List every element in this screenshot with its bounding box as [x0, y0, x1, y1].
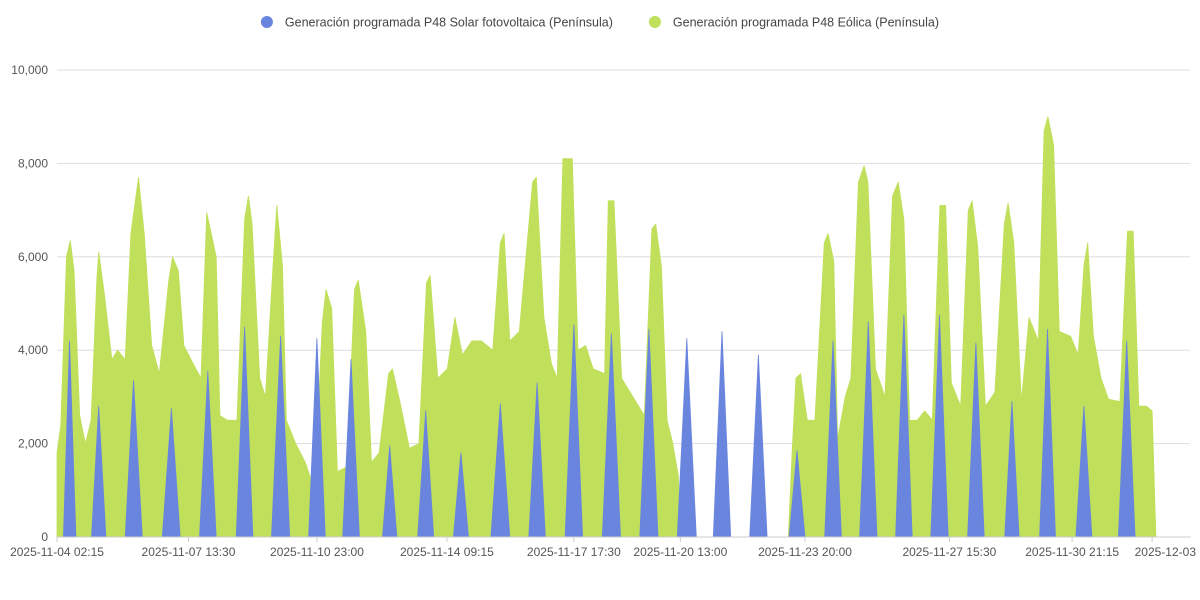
x-tick-label-0: 2025-11-04 02:15: [10, 545, 104, 559]
x-tick-label-5: 2025-11-20 13:00: [633, 545, 727, 559]
series-area-wind[interactable]: [56, 116, 1191, 538]
x-tick-label-8: 2025-11-30 21:15: [1025, 545, 1119, 559]
axes: 0 2,000 4,000 6,000 8,000 10,000 2025-11-04 02…: [10, 63, 1196, 559]
legend-marker-solar: [260, 16, 273, 28]
y-tick-label-3: 6,000: [18, 250, 48, 264]
legend-item-solar[interactable]: Generación programada P48 Solar fotovolt…: [260, 16, 613, 30]
x-tick-label-2: 2025-11-10 23:00: [270, 545, 364, 559]
legend-label-solar: Generación programada P48 Solar fotovolt…: [285, 16, 613, 30]
series-areas: [56, 116, 1191, 538]
x-tick-label-9: 2025-12-03: [1135, 545, 1197, 559]
x-tick-label-6: 2025-11-23 20:00: [758, 545, 852, 559]
y-tick-label-2: 4,000: [18, 343, 48, 357]
y-tick-label-4: 8,000: [18, 156, 48, 170]
y-tick-label-0: 0: [41, 530, 48, 544]
legend-marker-wind: [648, 16, 661, 28]
y-tick-label-5: 10,000: [11, 63, 48, 77]
legend-label-wind: Generación programada P48 Eólica (Peníns…: [673, 16, 939, 30]
legend-item-wind[interactable]: Generación programada P48 Eólica (Peníns…: [648, 16, 939, 30]
x-tick-label-7: 2025-11-27 15:30: [902, 545, 996, 559]
x-tick-label-4: 2025-11-17 17:30: [527, 545, 621, 559]
y-tick-label-1: 2,000: [18, 437, 48, 451]
x-tick-label-3: 2025-11-14 09:15: [400, 545, 494, 559]
x-tick-label-1: 2025-11-07 13:30: [142, 545, 236, 559]
legend: Generación programada P48 Solar fotovolt…: [260, 16, 939, 30]
